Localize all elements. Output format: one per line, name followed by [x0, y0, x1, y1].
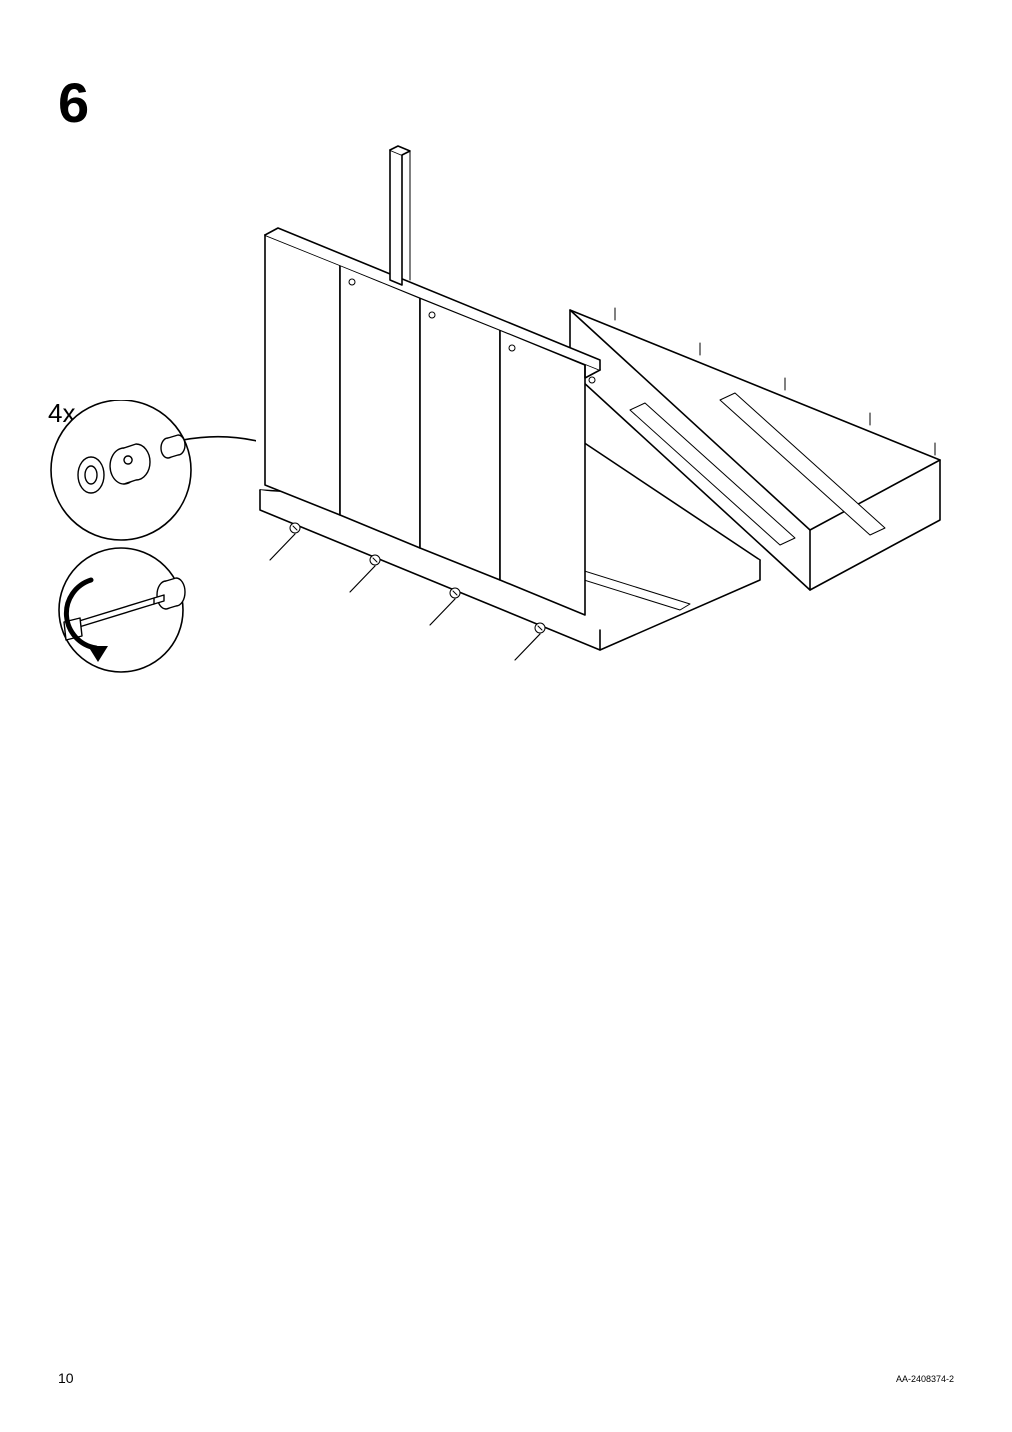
document-code: AA-2408374-2	[896, 1374, 954, 1384]
page-number: 10	[58, 1370, 74, 1386]
hardware-callout-bubbles	[36, 400, 256, 700]
